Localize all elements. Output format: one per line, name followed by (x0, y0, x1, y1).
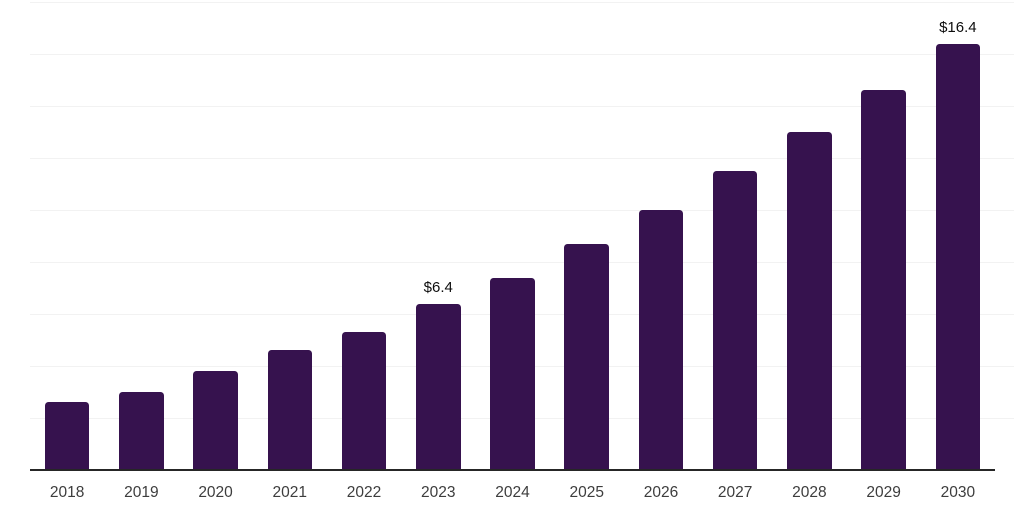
x-tick-label-2027: 2027 (717, 484, 753, 501)
bar-2028 (787, 132, 832, 470)
x-tick-label-2028: 2028 (792, 484, 827, 501)
x-axis-line (30, 469, 995, 471)
x-axis-labels: 2018 2019 2020 2021 2022 2023 2024 2025 2026 2027… (30, 484, 995, 504)
bar-2026 (638, 210, 684, 470)
bar-2029 (861, 90, 906, 470)
gridline (30, 262, 1014, 263)
bar-2027 (712, 171, 758, 470)
bar-2025 (564, 243, 609, 470)
bar-2021 (267, 350, 313, 470)
x-tick-label-2022: 2022 (346, 484, 382, 501)
bar-2022 (341, 332, 387, 470)
bar-2024 (490, 277, 535, 470)
x-tick-label-2021: 2021 (272, 484, 308, 501)
bar-value-label-2030: $16.4 (939, 18, 977, 36)
x-tick-label-2024: 2024 (495, 484, 530, 501)
bar-2023 (416, 303, 461, 470)
bar-2018 (44, 402, 90, 470)
bar-2030 (935, 43, 981, 470)
gridline (30, 106, 1014, 107)
x-tick-label-2018: 2018 (49, 484, 85, 501)
x-tick-label-2029: 2029 (866, 484, 901, 501)
x-tick-label-2026: 2026 (643, 484, 679, 501)
bar-2020 (193, 371, 238, 470)
x-tick-label-2019: 2019 (124, 484, 159, 501)
x-tick-label-2023: 2023 (421, 484, 456, 501)
gridline (30, 210, 1014, 211)
x-tick-label-2025: 2025 (569, 484, 604, 501)
plot-area: $6.4 $16.4 (30, 2, 1014, 470)
x-tick-label-2020: 2020 (198, 484, 233, 501)
x-tick-label-2030: 2030 (940, 484, 976, 501)
gridline (30, 54, 1014, 55)
bar-2019 (119, 392, 164, 470)
gridline (30, 2, 1014, 3)
bar-value-label-2023: $6.4 (423, 278, 453, 296)
gridline (30, 158, 1014, 159)
